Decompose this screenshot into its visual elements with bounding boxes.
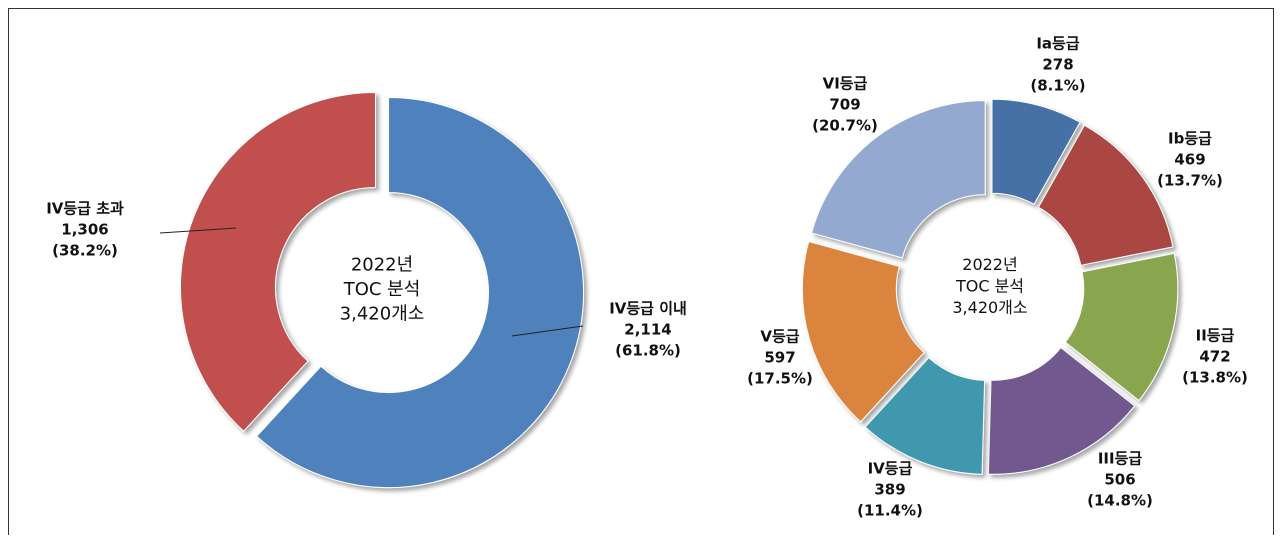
center-text: 3,420개소 <box>340 303 425 324</box>
donut-slice <box>987 346 1136 475</box>
slice-label-value: 597 <box>764 349 795 367</box>
slice-label-name: Ib등급 <box>1168 130 1212 148</box>
donut-slice <box>1037 124 1174 266</box>
slice-label-percent: (61.8%) <box>615 342 681 360</box>
donut-slice <box>801 240 925 423</box>
donut-slice <box>864 357 986 475</box>
slice-label-percent: (14.8%) <box>1087 492 1153 510</box>
slice-label-name: V등급 <box>760 328 799 346</box>
center-text: 2022년 <box>351 255 413 276</box>
center-text: TOC 분석 <box>955 277 1024 296</box>
slice-label-percent: (20.7%) <box>812 117 878 135</box>
slice-label-percent: (11.4%) <box>857 502 923 520</box>
slice-label-value: 472 <box>1199 348 1230 366</box>
donut-slice <box>1064 252 1179 402</box>
slice-label-percent: (8.1%) <box>1030 77 1085 95</box>
slice-label-name: IV등급 이내 <box>609 300 687 318</box>
slice-label-value: 469 <box>1174 151 1205 169</box>
slice-label-name: IV등급 <box>868 460 913 478</box>
donut-slice <box>991 98 1081 205</box>
slice-label-value: 1,306 <box>61 221 108 239</box>
slice-label-value: 506 <box>1104 471 1135 489</box>
slice-label-value: 709 <box>829 96 860 114</box>
slice-label-name: III등급 <box>1098 450 1143 468</box>
slice-label-percent: (13.8%) <box>1182 369 1248 387</box>
slice-label-percent: (38.2%) <box>52 242 118 260</box>
slice-label-name: IV등급 초과 <box>46 200 124 218</box>
center-text: TOC 분석 <box>343 279 421 300</box>
slice-label-value: 389 <box>874 481 905 499</box>
donut-slice <box>256 97 584 488</box>
center-text: 2022년 <box>962 255 1017 274</box>
slice-label-percent: (13.7%) <box>1157 172 1223 190</box>
slice-label-name: II등급 <box>1196 327 1235 345</box>
slice-label-percent: (17.5%) <box>747 370 813 388</box>
slice-label-name: VI등급 <box>823 75 868 93</box>
frame <box>8 8 1274 539</box>
leader-line <box>159 227 237 234</box>
donut-slice <box>179 91 376 432</box>
center-text: 3,420개소 <box>952 298 1027 317</box>
donut-slice <box>810 100 986 259</box>
slice-label-value: 278 <box>1042 56 1073 74</box>
slice-label-value: 2,114 <box>624 321 671 339</box>
leader-line <box>511 325 584 337</box>
slice-label-name: Ia등급 <box>1036 35 1080 53</box>
